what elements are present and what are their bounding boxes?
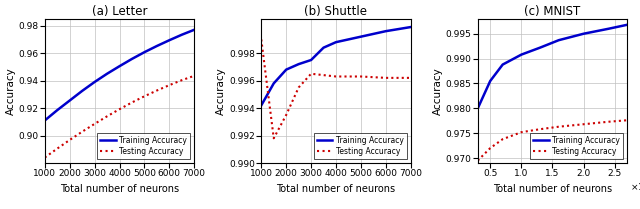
Title: (b) Shuttle: (b) Shuttle bbox=[305, 5, 367, 18]
X-axis label: Total number of neurons: Total number of neurons bbox=[493, 184, 612, 194]
Y-axis label: Accuracy: Accuracy bbox=[433, 67, 443, 115]
Title: (c) MNIST: (c) MNIST bbox=[524, 5, 580, 18]
X-axis label: Total number of neurons: Total number of neurons bbox=[60, 184, 179, 194]
Y-axis label: Accuracy: Accuracy bbox=[6, 67, 15, 115]
Title: (a) Letter: (a) Letter bbox=[92, 5, 147, 18]
Text: $\times10^4$: $\times10^4$ bbox=[630, 180, 640, 193]
Legend: Training Accuracy, Testing Accuracy: Training Accuracy, Testing Accuracy bbox=[97, 133, 190, 159]
Legend: Training Accuracy, Testing Accuracy: Training Accuracy, Testing Accuracy bbox=[531, 133, 623, 159]
Y-axis label: Accuracy: Accuracy bbox=[216, 67, 227, 115]
Legend: Training Accuracy, Testing Accuracy: Training Accuracy, Testing Accuracy bbox=[314, 133, 407, 159]
X-axis label: Total number of neurons: Total number of neurons bbox=[276, 184, 396, 194]
